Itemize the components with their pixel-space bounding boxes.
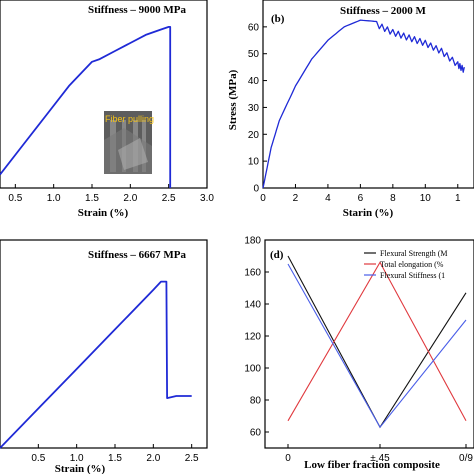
series-line-3 — [287, 263, 467, 429]
x-tick-label: 1.5 — [85, 193, 99, 204]
panel-c-frame — [0, 239, 208, 449]
x-tick-label: 2 — [293, 193, 299, 204]
panel-d-xlabel: Low fiber fraction composite — [304, 459, 440, 471]
legend-entry: Flexural Strength (M — [380, 249, 448, 258]
y-tick-label: 120 — [244, 332, 261, 343]
panel-a-title: Stiffness – 9000 MPa — [88, 4, 187, 16]
y-tick-label: 60 — [250, 428, 262, 439]
x-tick-label: 0.5 — [8, 193, 22, 204]
series-line-1 — [287, 255, 467, 429]
legend-entry: Flexural Stiffness (1 — [380, 271, 445, 280]
series-line-2 — [287, 261, 467, 422]
y-tick-label: 140 — [244, 300, 261, 311]
x-tick-label: 1.5 — [108, 453, 122, 464]
x-tick-label: 0.5 — [31, 453, 45, 464]
inset-micrograph: Fiber pulling — [104, 111, 154, 174]
x-tick-label: 2.0 — [123, 193, 137, 204]
stress-strain-line — [262, 19, 465, 189]
panel-b-frame — [262, 0, 474, 189]
x-tick-label: 2.5 — [185, 453, 199, 464]
inset-label: Fiber pulling — [105, 114, 154, 124]
x-tick-label: 8 — [390, 193, 396, 204]
panel-a-frame — [0, 0, 208, 189]
panel-d-frame — [264, 239, 474, 449]
x-tick-label: 6 — [358, 193, 364, 204]
legend-entry: Total elongation (% — [380, 260, 444, 269]
x-tick-label: 1.0 — [47, 193, 61, 204]
x-tick-label: 4 — [325, 193, 331, 204]
x-tick-label: 2.0 — [146, 453, 160, 464]
x-tick-label: 0 — [260, 193, 266, 204]
x-tick-label: 3.0 — [200, 193, 214, 204]
y-tick-label: 40 — [248, 76, 260, 87]
x-tick-label: ± 45 — [370, 453, 390, 464]
panel-d: 60 80 100 120 140 160 180 0 ± 45 0/9 Flexural Stre… — [244, 236, 474, 471]
inset-highlight — [118, 138, 148, 170]
y-tick-label: 60 — [248, 22, 260, 33]
panel-b-title: Stiffness – 2000 M — [340, 5, 426, 17]
panel-a: 0.5 1.0 1.5 2.0 2.5 3.0 Stiffness – 9000 MPa St… — [0, 0, 214, 219]
x-tick-label: 0/9 — [459, 453, 473, 464]
panel-c: 0.5 1.0 1.5 2.0 2.5 Stiffness – 6667 MPa Strai… — [0, 239, 208, 474]
legend: Flexural Strength (M Total elongation (% F… — [364, 249, 448, 280]
x-tick-label: 0 — [285, 453, 291, 464]
panel-a-xlabel: Strain (%) — [78, 207, 129, 219]
x-tick-label: 1.0 — [70, 453, 84, 464]
panel-b-label: (b) — [271, 13, 285, 25]
y-tick-label: 10 — [248, 157, 260, 168]
panel-b-ylabel: Stress (MPa) — [227, 69, 239, 130]
y-tick-label: 0 — [253, 184, 259, 195]
x-tick-label: 10 — [420, 193, 432, 204]
y-tick-label: 20 — [248, 130, 260, 141]
y-tick-label: 30 — [248, 103, 260, 114]
panel-b-xlabel: Starin (%) — [343, 207, 394, 219]
y-tick-label: 160 — [244, 268, 261, 279]
panel-d-label: (d) — [270, 249, 284, 261]
panel-c-title: Stiffness – 6667 MPa — [88, 249, 187, 261]
x-tick-label: 2.5 — [162, 193, 176, 204]
y-tick-label: 180 — [244, 236, 261, 247]
stress-strain-line — [0, 280, 192, 449]
y-tick-label: 80 — [250, 396, 262, 407]
y-tick-label: 100 — [244, 364, 261, 375]
stress-strain-line — [0, 25, 172, 188]
x-tick-label: 1 — [455, 193, 461, 204]
panel-c-xlabel: Strain (%) — [55, 463, 106, 474]
y-tick-label: 50 — [248, 49, 260, 60]
